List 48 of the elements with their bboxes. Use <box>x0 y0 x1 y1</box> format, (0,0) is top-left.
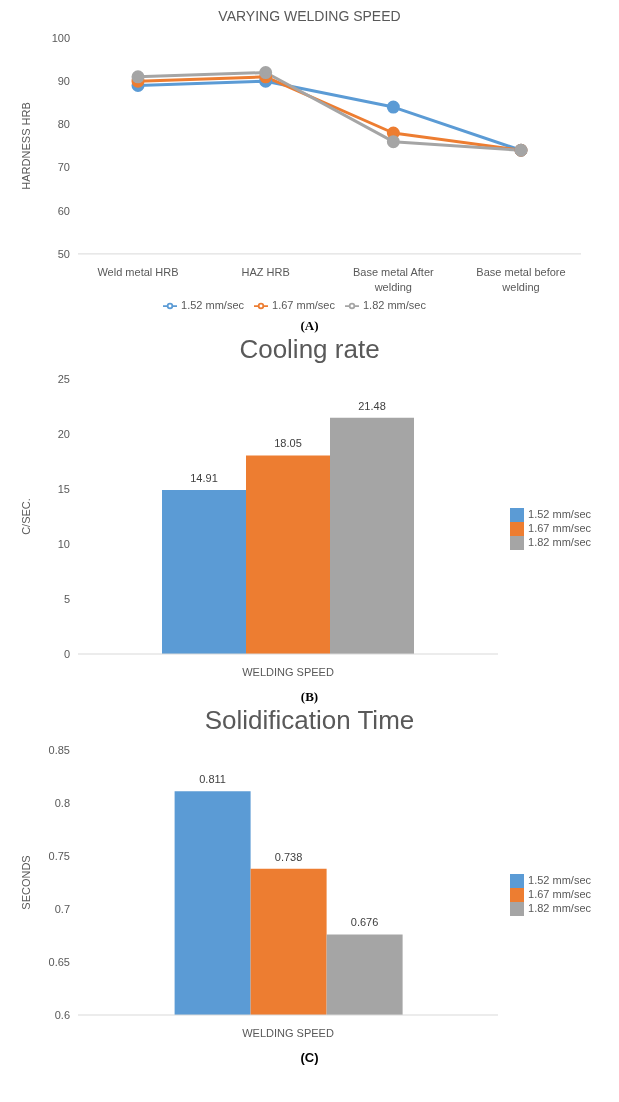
legend-label: 1.52 mm/sec <box>181 298 245 311</box>
data-label: 0.811 <box>199 773 226 786</box>
legend-label: 1.67 mm/sec <box>272 298 335 311</box>
x-tick-label: Base metal After welding <box>352 265 435 293</box>
legend-label: 1.67 mm/sec <box>528 887 591 900</box>
text: (A) <box>299 318 320 334</box>
y-tick-label: 0.7 <box>54 902 70 915</box>
legend-label: 1.82 mm/sec <box>528 902 591 915</box>
y-tick-label: 0.65 <box>48 955 70 968</box>
y-tick-label: 80 <box>57 118 70 131</box>
legend-label: 1.82 mm/sec <box>528 536 591 549</box>
x-tick-label: Base metal before welding <box>476 265 566 293</box>
y-tick-label: 0.75 <box>48 849 70 862</box>
x-tick-label: HAZ HRB <box>241 265 290 278</box>
legend-label: 1.67 mm/sec <box>528 521 591 534</box>
y-tick-label: 0.85 <box>48 743 70 756</box>
text: (C) <box>299 1050 320 1065</box>
x-tick-label: Weld metal HRB <box>97 265 179 278</box>
data-label: 0.676 <box>350 916 379 929</box>
chart-title: Cooling rate <box>238 334 381 365</box>
data-label: 14.91 <box>190 471 218 484</box>
y-tick-label: 100 <box>51 31 70 44</box>
y-tick-label: 50 <box>57 247 70 260</box>
chart-title: VARYING WELDING SPEED <box>217 8 402 24</box>
legend-label: 1.52 mm/sec <box>528 507 591 520</box>
y-tick-label: 0 <box>63 647 70 660</box>
y-tick-label: 10 <box>57 537 70 550</box>
y-axis-title: HARDNESS HRB <box>19 102 32 190</box>
y-tick-label: 70 <box>57 161 70 174</box>
text: (B) <box>299 689 320 705</box>
data-label: 18.05 <box>274 437 302 450</box>
y-tick-label: 15 <box>57 482 70 495</box>
data-label: 0.738 <box>274 850 303 863</box>
y-axis-title: SECONDS <box>19 855 32 910</box>
y-tick-label: 25 <box>57 372 70 385</box>
y-tick-label: 20 <box>57 427 70 440</box>
chart-title: Solidification Time <box>203 705 416 736</box>
data-label: 21.48 <box>358 399 386 412</box>
y-tick-label: 0.8 <box>54 796 70 809</box>
y-tick-label: 0.6 <box>54 1008 70 1021</box>
legend-label: 1.82 mm/sec <box>362 298 426 311</box>
legend-label: 1.52 mm/sec <box>528 873 591 886</box>
x-tick-label: WELDING SPEED <box>242 666 334 678</box>
y-tick-label: 5 <box>63 592 70 605</box>
y-tick-label: 60 <box>57 204 70 217</box>
x-tick-label: WELDING SPEED <box>242 1027 334 1039</box>
y-tick-label: 90 <box>57 75 70 88</box>
y-axis-title: C/SEC. <box>19 498 32 535</box>
